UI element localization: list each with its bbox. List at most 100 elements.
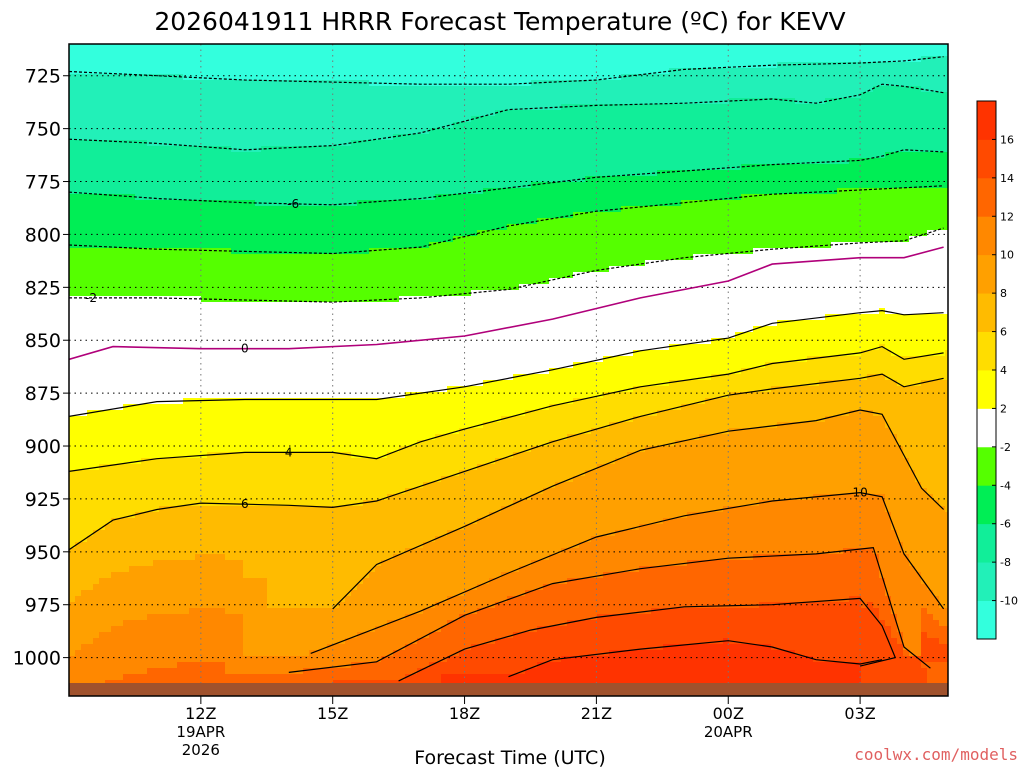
- fill-cell: [117, 218, 124, 225]
- fill-cell: [261, 296, 268, 303]
- fill-cell: [93, 260, 100, 267]
- fill-cell: [177, 248, 184, 255]
- fill-cell: [303, 506, 310, 513]
- fill-cell: [225, 104, 232, 111]
- fill-cell: [111, 638, 118, 645]
- fill-cell: [273, 260, 280, 267]
- fill-cell: [315, 482, 322, 489]
- fill-cell: [285, 476, 292, 483]
- fill-cell: [309, 470, 316, 477]
- fill-cell: [117, 374, 124, 381]
- fill-cell: [309, 146, 316, 153]
- fill-cell: [123, 134, 130, 141]
- fill-cell: [213, 476, 220, 483]
- fill-cell: [111, 476, 118, 483]
- fill-cell: [213, 434, 220, 441]
- fill-cell: [345, 308, 352, 315]
- fill-cell: [309, 56, 316, 63]
- fill-cell: [207, 614, 214, 621]
- fill-cell: [75, 542, 82, 549]
- fill-cell: [267, 650, 274, 657]
- fill-cell: [129, 374, 136, 381]
- fill-cell: [309, 428, 316, 435]
- fill-cell: [99, 494, 106, 501]
- fill-cell: [141, 212, 148, 219]
- fill-cell: [213, 218, 220, 225]
- fill-cell: [345, 200, 352, 207]
- fill-cell: [177, 404, 184, 411]
- fill-cell: [189, 494, 196, 501]
- fill-cell: [81, 74, 88, 81]
- fill-cell: [345, 278, 352, 285]
- fill-cell: [159, 254, 166, 261]
- fill-cell: [93, 218, 100, 225]
- fill-cell: [75, 608, 82, 615]
- fill-cell: [183, 122, 190, 129]
- fill-cell: [243, 386, 250, 393]
- fill-cell: [333, 92, 340, 99]
- fill-cell: [333, 326, 340, 333]
- fill-cell: [225, 236, 232, 243]
- fill-cell: [339, 362, 346, 369]
- fill-cell: [333, 68, 340, 75]
- fill-cell: [303, 194, 310, 201]
- fill-cell: [207, 116, 214, 123]
- fill-cell: [105, 242, 112, 249]
- fill-cell: [333, 422, 340, 429]
- fill-cell: [105, 230, 112, 237]
- fill-cell: [105, 320, 112, 327]
- fill-cell: [141, 530, 148, 537]
- fill-cell: [315, 230, 322, 237]
- fill-cell: [105, 200, 112, 207]
- fill-cell: [207, 410, 214, 417]
- fill-cell: [309, 362, 316, 369]
- fill-cell: [111, 380, 118, 387]
- fill-cell: [339, 608, 346, 615]
- fill-cell: [249, 254, 256, 261]
- fill-cell: [333, 542, 340, 549]
- fill-cell: [249, 392, 256, 399]
- fill-cell: [303, 326, 310, 333]
- fill-cell: [159, 104, 166, 111]
- fill-cell: [171, 248, 178, 255]
- fill-cell: [315, 428, 322, 435]
- fill-cell: [225, 56, 232, 63]
- fill-cell: [177, 104, 184, 111]
- fill-cell: [291, 488, 298, 495]
- fill-cell: [291, 308, 298, 315]
- fill-cell: [75, 182, 82, 189]
- fill-cell: [111, 464, 118, 471]
- fill-cell: [165, 560, 172, 567]
- fill-cell: [165, 500, 172, 507]
- fill-cell: [81, 524, 88, 531]
- fill-cell: [339, 506, 346, 513]
- fill-cell: [231, 128, 238, 135]
- fill-cell: [165, 302, 172, 309]
- fill-cell: [99, 92, 106, 99]
- fill-cell: [321, 560, 328, 567]
- fill-cell: [171, 404, 178, 411]
- fill-cell: [327, 536, 334, 543]
- fill-cell: [207, 224, 214, 231]
- fill-cell: [267, 74, 274, 81]
- fill-cell: [273, 314, 280, 321]
- fill-cell: [165, 638, 172, 645]
- fill-cell: [237, 50, 244, 57]
- fill-cell: [303, 452, 310, 459]
- fill-cell: [255, 158, 262, 165]
- fill-cell: [135, 134, 142, 141]
- fill-cell: [327, 86, 334, 93]
- fill-cell: [267, 110, 274, 117]
- fill-cell: [237, 338, 244, 345]
- fill-cell: [249, 536, 256, 543]
- fill-cell: [81, 494, 88, 501]
- fill-cell: [321, 236, 328, 243]
- fill-cell: [129, 104, 136, 111]
- fill-cell: [321, 530, 328, 537]
- fill-cell: [219, 74, 226, 81]
- fill-cell: [321, 380, 328, 387]
- fill-cell: [81, 122, 88, 129]
- fill-cell: [189, 272, 196, 279]
- fill-cell: [297, 428, 304, 435]
- fill-cell: [219, 506, 226, 513]
